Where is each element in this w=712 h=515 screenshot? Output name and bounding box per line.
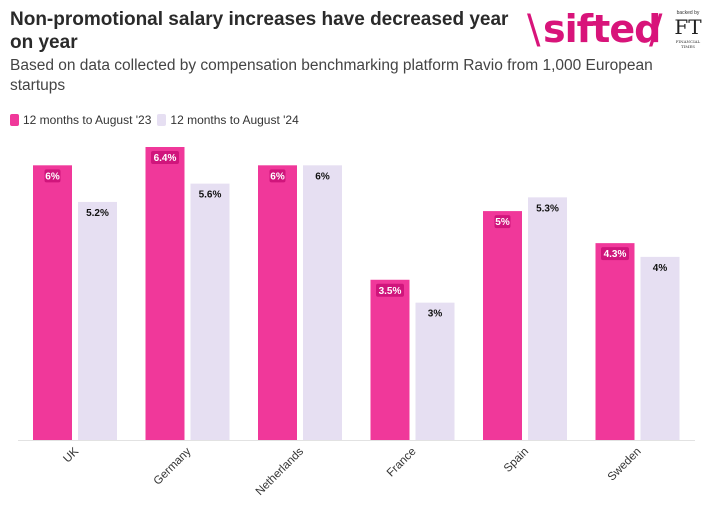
sifted-wordmark: sifted — [543, 7, 661, 51]
data-label-bg — [376, 283, 404, 297]
data-label: 4% — [653, 263, 668, 274]
data-label: 6.4% — [154, 153, 177, 164]
bar-uk-series-1 — [33, 165, 72, 440]
bar-spain-series-1 — [483, 211, 522, 440]
data-label-bg — [601, 247, 629, 261]
data-label: 4.3% — [604, 249, 627, 260]
data-label: 3.5% — [379, 286, 402, 297]
data-label: 5.6% — [199, 190, 222, 201]
data-label: 5.2% — [86, 208, 109, 219]
chart-legend: 12 months to August '23 12 months to Aug… — [10, 113, 305, 127]
data-label: 5.3% — [536, 203, 559, 214]
x-tick-label: Spain — [502, 446, 531, 475]
data-label: 6% — [45, 171, 60, 182]
backed-by-label: backed by — [676, 10, 700, 16]
legend-item-2024: 12 months to August '24 — [157, 113, 299, 127]
bar-sweden-series-1 — [595, 243, 635, 440]
x-tick-label: UK — [61, 445, 81, 465]
bar-germany-series-2 — [190, 183, 230, 440]
x-tick-label: Sweden — [606, 446, 644, 484]
data-label: 5% — [495, 217, 510, 228]
legend-swatch-2023 — [10, 114, 19, 126]
bar-uk-series-2 — [78, 201, 117, 440]
legend-swatch-2024 — [157, 114, 167, 126]
data-label: 6% — [315, 171, 330, 182]
legend-item-2023: 12 months to August '23 — [10, 113, 151, 127]
chart-title: Non-promotional salary increases have de… — [10, 9, 509, 53]
data-label: 6% — [270, 171, 285, 182]
bar-france-series-1 — [370, 279, 410, 440]
ft-sub-label: FINANCIAL TIMES — [675, 39, 701, 49]
sifted-ft-logo: \ sifted / backed by FT FINANCIAL TIMES — [527, 6, 707, 56]
legend-label-2023: 12 months to August '23 — [23, 113, 152, 127]
legend-label-2024: 12 months to August '24 — [170, 113, 299, 127]
logo-slash-left: \ — [527, 7, 541, 53]
data-label: 3% — [428, 309, 443, 320]
x-tick-label: France — [385, 446, 419, 480]
bar-france-series-2 — [415, 302, 455, 440]
data-label-bg — [44, 169, 61, 183]
bar-spain-series-2 — [528, 197, 567, 440]
bar-netherlands-series-1 — [258, 165, 297, 440]
x-tick-label: Germany — [152, 445, 194, 487]
data-label-bg — [151, 151, 179, 164]
ft-logo: FT — [674, 15, 702, 39]
bar-germany-series-1 — [145, 147, 185, 440]
logo-slash-right: / — [649, 7, 663, 53]
data-label-bg — [269, 169, 286, 183]
data-label-bg — [494, 215, 511, 229]
x-tick-label: Netherlands — [254, 445, 307, 498]
chart-subtitle: Based on data collected by compensation … — [10, 57, 653, 94]
bar-netherlands-series-2 — [303, 165, 342, 440]
bar-sweden-series-2 — [640, 256, 680, 440]
